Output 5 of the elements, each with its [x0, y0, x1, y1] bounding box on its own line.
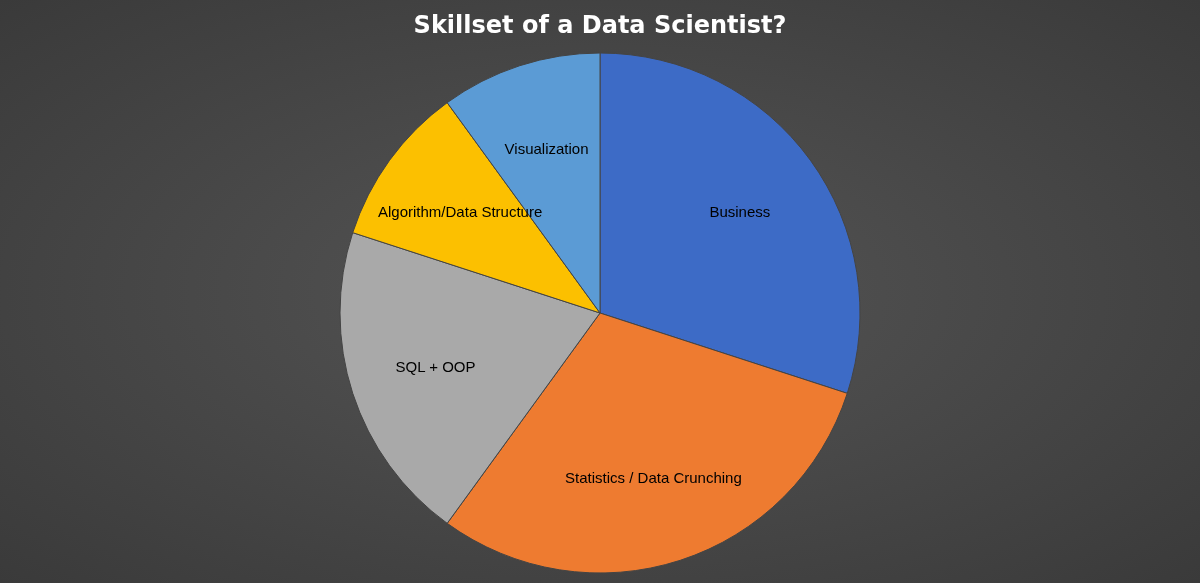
slice-label: Statistics / Data Crunching [565, 468, 742, 486]
slice-label: Visualization [504, 140, 589, 158]
slice-label: Business [709, 202, 771, 220]
chart-title: Skillset of a Data Scientist? [413, 11, 787, 39]
slice-label: SQL + OOP [395, 357, 476, 375]
